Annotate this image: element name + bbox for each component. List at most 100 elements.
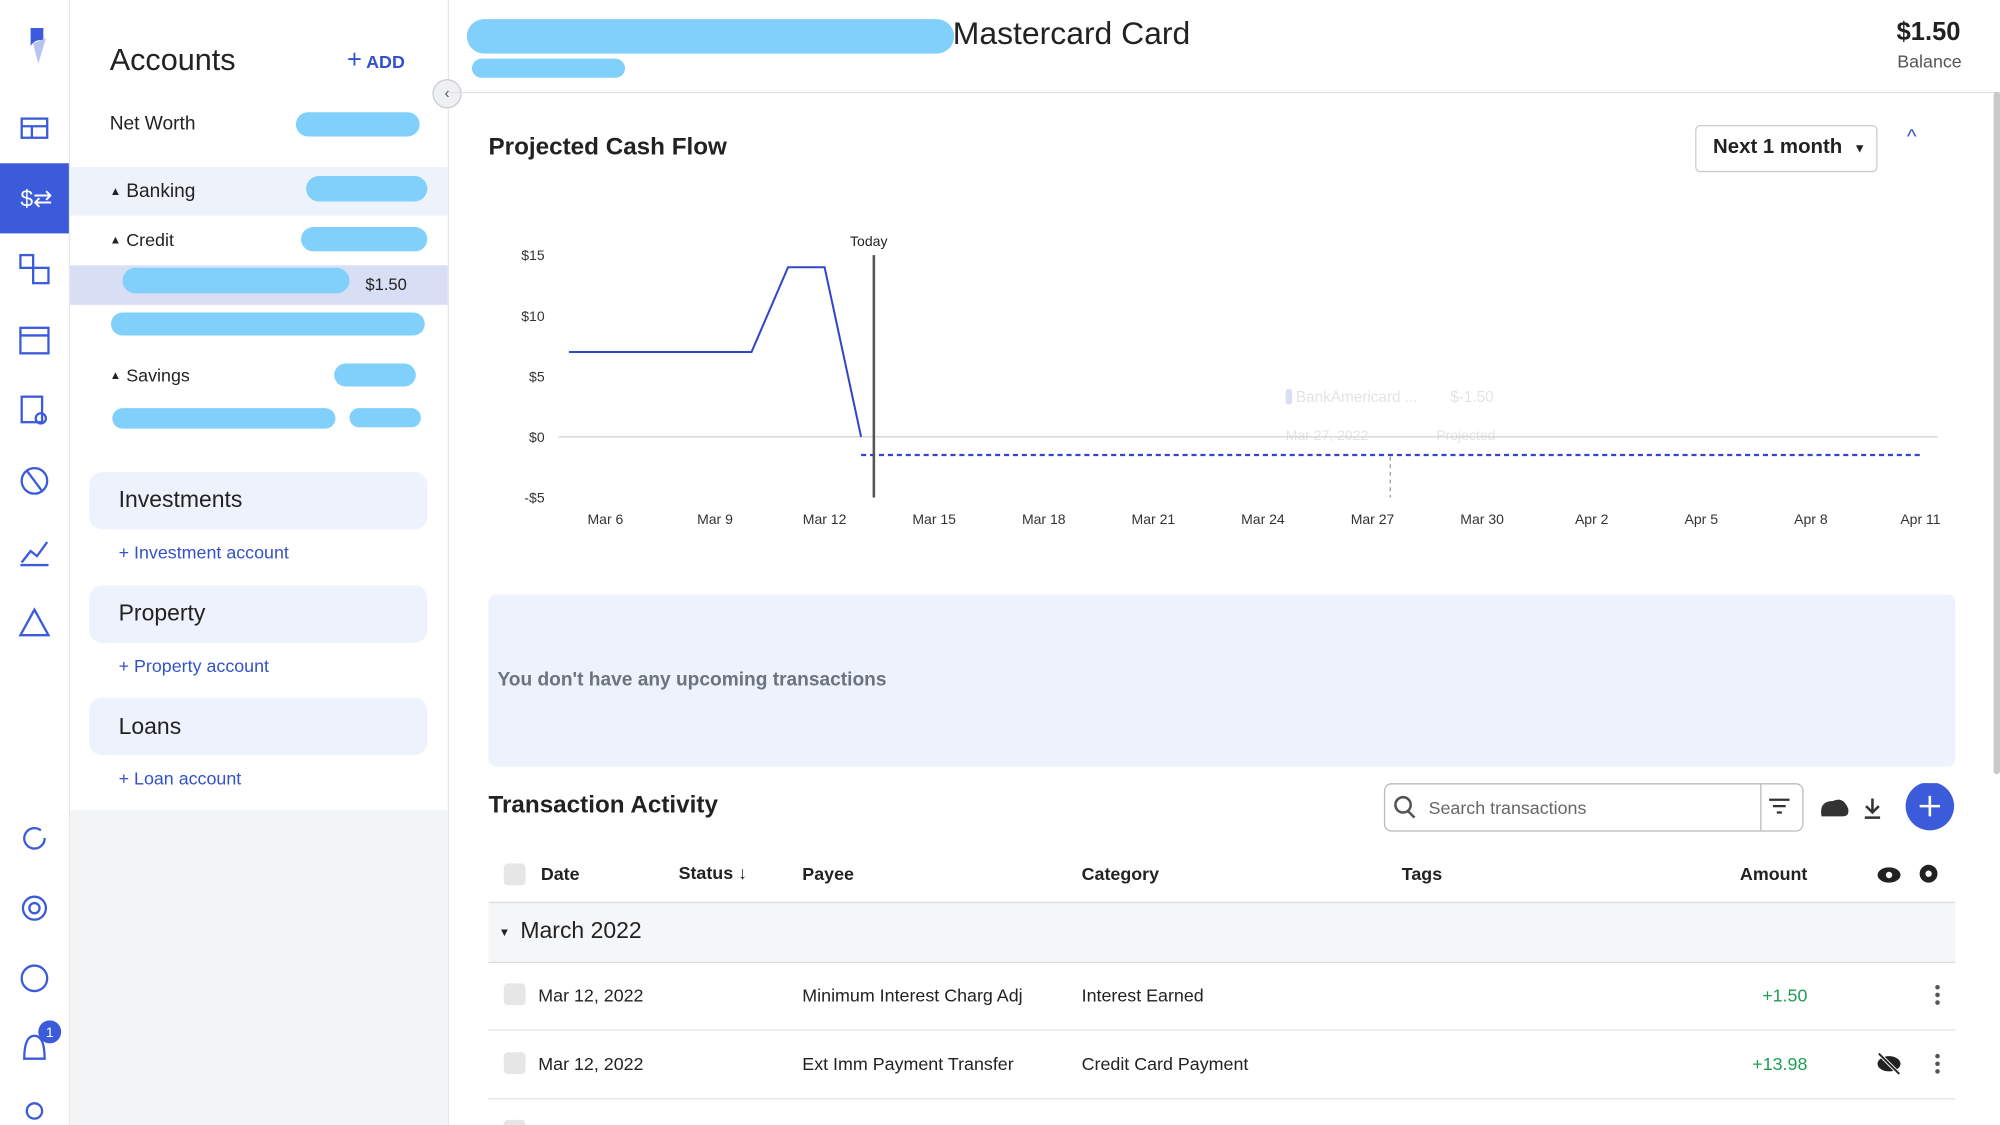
collapse-button[interactable]: ‹ [432,79,462,109]
section-link[interactable]: + Investment account [118,542,289,563]
add-account[interactable]: + ADD [346,46,405,75]
tooltip-value: $-1.50 [1450,389,1493,406]
download-button[interactable] [1864,798,1881,819]
row-border [488,1098,1956,1100]
column-header[interactable]: Amount [1739,863,1808,884]
nav-profile[interactable] [25,1102,44,1120]
column-header[interactable]: Category [1081,863,1160,884]
redaction [295,112,420,137]
logo [33,38,46,64]
row-category[interactable]: Credit Card Payment [1081,1053,1249,1074]
upload-button[interactable] [1821,799,1849,817]
nav-budget[interactable] [19,253,35,270]
nav-transactions[interactable]: $⇄ [20,186,52,212]
balance: $1.50 [1896,18,1961,47]
x-tick-label: Apr 11 [1900,511,1940,527]
collapse-chart[interactable]: ^ [1906,126,1917,148]
tooltip-date: Mar 27, 2022 [1286,427,1369,443]
badge-count: 1 [46,1024,54,1040]
nav-calendar[interactable] [19,326,50,355]
today-label: Today [850,233,887,249]
column-header[interactable]: Tags [1401,863,1443,884]
group-credit[interactable]: Credit [126,229,174,250]
x-tick-label: Apr 2 [1575,511,1609,527]
x-tick-label: Mar 12 [803,511,847,527]
nav-notifications[interactable] [23,1034,46,1060]
section-title: Property [118,600,206,626]
scrollbar[interactable] [1993,91,2000,775]
x-tick-label: Mar 27 [1351,511,1395,527]
column-header[interactable]: Payee [802,863,854,884]
y-tick-label: $0 [529,429,545,445]
search-icon [1394,795,1412,814]
range-dropdown[interactable] [1695,124,1878,173]
redaction [301,227,428,252]
caret: ▲ [109,184,122,198]
nav-settings[interactable] [21,895,48,921]
row-amount: +13.98 [1752,1053,1808,1074]
section-link[interactable]: + Loan account [118,767,242,789]
group-row[interactable] [488,901,1956,964]
section-link[interactable]: + Property account [118,655,270,677]
row-category[interactable]: Interest Earned [1081,984,1204,1006]
nav-dashboard[interactable] [20,117,49,139]
y-tick-label: $15 [521,247,545,263]
redaction [110,312,425,336]
nav-investments[interactable] [20,541,49,564]
nav-planning[interactable] [20,466,49,495]
nav-goals[interactable] [18,607,51,637]
row-menu[interactable] [1935,1053,1940,1074]
header-border [448,91,2000,94]
line [568,266,863,438]
column-header[interactable]: Date [540,863,580,884]
sidebar-title: Accounts [109,43,236,78]
group-savings[interactable]: Savings [126,364,190,386]
search-placeholder: Search transactions [1428,797,1587,818]
section-box[interactable] [89,585,428,643]
search-box[interactable] [1383,783,1804,832]
toolbar-icons [1394,783,1955,831]
redaction [306,176,428,202]
section-title: Loans [118,713,182,740]
x-tick-label: Mar 24 [1241,511,1285,527]
section-title: Investments [118,486,243,513]
redaction [334,363,416,387]
cash-flow-chart: BankAmericard ... $-1.50 Mar 27, 2022 Pr… [521,233,1941,527]
x-tick-label: Mar 21 [1132,511,1176,527]
row-checkbox[interactable] [503,1119,526,1125]
nav-reports[interactable] [20,395,44,424]
caret: ▲ [109,233,122,247]
x-tick-label: Mar 30 [1460,511,1504,527]
section-box[interactable] [89,697,428,756]
section-box[interactable] [89,471,428,530]
row-payee[interactable]: Minimum Interest Charg Adj [802,984,1023,1006]
row-date: Mar 12, 2022 [538,1053,644,1074]
row-checkbox[interactable] [503,1052,526,1074]
row-border [488,1029,1956,1031]
account-balance: $1.50 [365,274,407,295]
row-menu[interactable] [1935,984,1940,1005]
logo[interactable] [30,28,44,46]
add-label: ADD [366,51,405,73]
section-title: Transaction Activity [488,792,718,819]
y-tick-label: $5 [529,368,545,384]
caret: ▼ [498,926,511,939]
nav-refresh[interactable] [23,827,46,850]
row-amount: +1.50 [1762,984,1808,1006]
nav-active[interactable] [0,163,69,234]
net-worth[interactable]: Net Worth [109,112,196,135]
x-tick-label: Mar 15 [912,511,956,527]
redaction [112,408,336,429]
nav-help[interactable] [20,964,49,993]
row-checkbox[interactable] [503,983,526,1006]
empty-message: You don't have any upcoming transactions [497,669,887,691]
divider [1760,784,1762,831]
tooltip-swatch [1285,389,1293,405]
filter-button[interactable] [1769,798,1790,814]
group-label: March 2022 [520,917,642,944]
redaction [466,19,955,54]
select-all[interactable] [503,863,526,886]
row-payee[interactable]: Ext Imm Payment Transfer [802,1053,1014,1074]
nav-icons: $⇄ 1 [18,28,62,1120]
column-header[interactable]: Status ↓ [678,862,748,883]
